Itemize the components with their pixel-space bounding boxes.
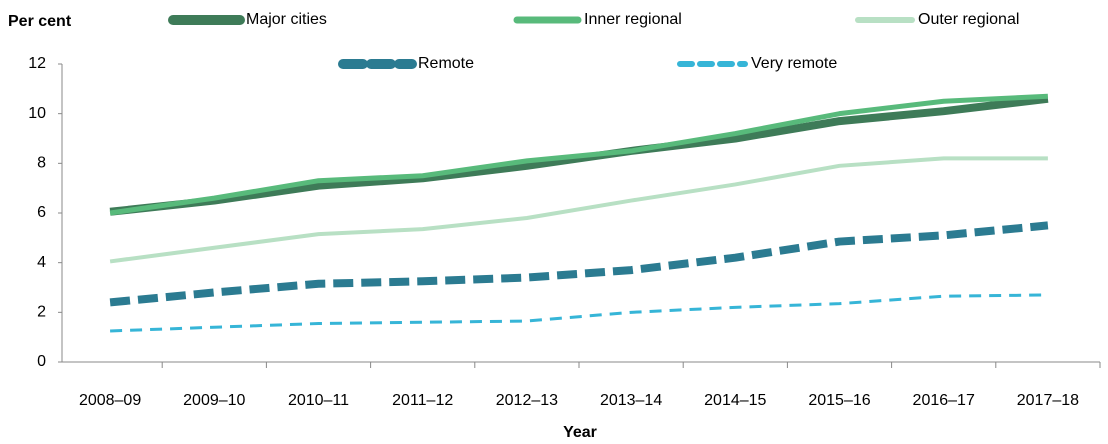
series-line bbox=[109, 221, 1049, 307]
y-tick-label: 10 bbox=[28, 105, 46, 122]
legend-label: Outer regional bbox=[918, 11, 1019, 28]
x-tick-label: 2016–17 bbox=[913, 392, 975, 409]
x-tick-label: 2017–18 bbox=[1017, 392, 1079, 409]
y-axis-label: Per cent bbox=[8, 13, 72, 30]
y-tick-label: 12 bbox=[28, 55, 46, 72]
x-tick-label: 2015–16 bbox=[808, 392, 870, 409]
x-tick-label: 2009–10 bbox=[183, 392, 245, 409]
x-tick-label: 2012–13 bbox=[496, 392, 558, 409]
legend-label: Remote bbox=[418, 55, 474, 72]
y-tick-label: 8 bbox=[37, 155, 46, 172]
legend-label: Inner regional bbox=[584, 11, 682, 28]
legend-label: Major cities bbox=[246, 11, 327, 28]
y-tick-label: 6 bbox=[37, 204, 46, 221]
series-line bbox=[110, 293, 1048, 333]
series-line bbox=[109, 93, 1049, 216]
x-tick-label: 2013–14 bbox=[600, 392, 662, 409]
x-tick-label: 2014–15 bbox=[704, 392, 766, 409]
x-tick-label: 2011–12 bbox=[392, 392, 453, 409]
y-tick-label: 0 bbox=[37, 353, 46, 370]
y-tick-label: 4 bbox=[37, 254, 46, 271]
legend-label: Very remote bbox=[751, 55, 837, 72]
y-tick-label: 2 bbox=[37, 304, 46, 321]
x-axis-label: Year bbox=[563, 424, 597, 441]
x-tick-label: 2008–09 bbox=[79, 392, 141, 409]
series-line bbox=[109, 156, 1048, 264]
x-tick-label: 2010–11 bbox=[288, 392, 349, 409]
